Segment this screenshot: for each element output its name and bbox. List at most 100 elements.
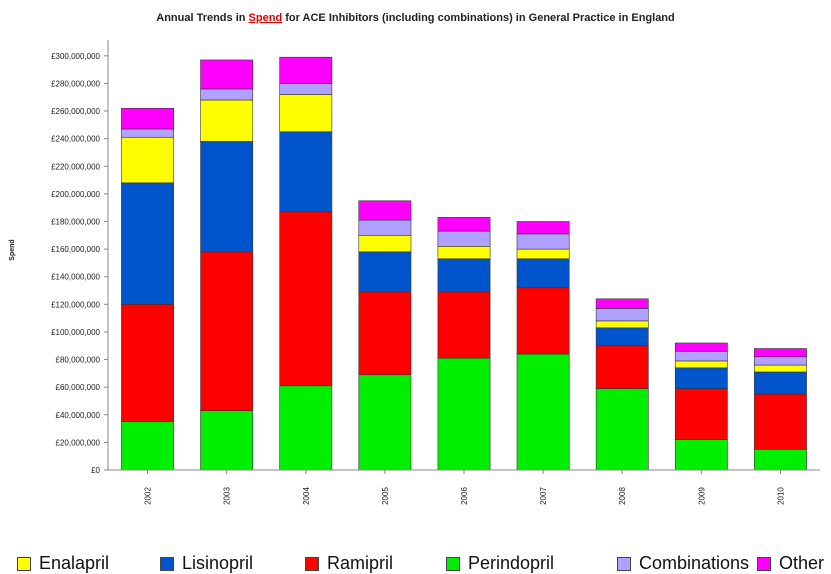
bar-other-2002	[121, 107, 174, 130]
bar-combinations-2008	[595, 308, 649, 322]
bar-other-2007	[516, 221, 570, 235]
bar-enalapril-2003	[200, 99, 254, 142]
bar-enalapril-2005	[358, 234, 412, 253]
bar-lisinopril-2007	[516, 258, 570, 289]
bar-combinations-2002	[121, 128, 174, 138]
bar-perindopril-2002	[121, 421, 174, 471]
y-tick-label: £20,000,000	[56, 438, 101, 447]
legend-swatch	[17, 556, 31, 571]
legend-swatch	[757, 556, 771, 571]
legend-item-combinations: Combinations	[617, 553, 749, 574]
bar-combinations-2003	[200, 88, 254, 101]
bar-lisinopril-2005	[358, 251, 412, 293]
chart-title: Annual Trends in Spend for ACE Inhibitor…	[0, 12, 831, 24]
bar-enalapril-2007	[516, 248, 570, 260]
bar-perindopril-2009	[674, 439, 728, 471]
bar-enalapril-2009	[674, 360, 728, 369]
y-tick-label: £300,000,000	[51, 52, 100, 61]
bar-other-2008	[595, 298, 649, 309]
bar-combinations-2006	[437, 230, 491, 247]
x-tick-label: 2002	[144, 487, 153, 505]
bar-perindopril-2004	[279, 385, 333, 471]
bar-combinations-2010	[754, 356, 807, 366]
bar-enalapril-2006	[437, 246, 491, 260]
y-tick-label: £100,000,000	[51, 328, 100, 337]
bar-ramipril-2008	[595, 345, 649, 389]
bar-ramipril-2005	[358, 291, 412, 376]
legend-label: Perindopril	[468, 553, 555, 573]
legend-label: Lisinopril	[182, 553, 254, 573]
x-tick-label: 2003	[223, 487, 232, 505]
bar-perindopril-2007	[516, 353, 570, 471]
bar-ramipril-2004	[279, 211, 333, 387]
bar-combinations-2007	[516, 233, 570, 250]
bar-combinations-2004	[279, 83, 333, 95]
y-axis-label: Spend	[9, 239, 16, 260]
bar-ramipril-2006	[437, 291, 491, 359]
bar-lisinopril-2003	[200, 141, 254, 253]
y-tick-label: £40,000,000	[56, 411, 101, 420]
chart-title-part-3: for ACE Inhibitors (including combinatio…	[282, 12, 675, 24]
x-tick-label: 2004	[302, 487, 311, 505]
bar-lisinopril-2008	[595, 327, 649, 347]
x-tick-label: 2008	[618, 487, 627, 505]
bar-ramipril-2003	[200, 251, 254, 411]
bar-enalapril-2002	[121, 136, 174, 184]
bar-lisinopril-2010	[754, 371, 807, 395]
x-tick-label: 2007	[539, 487, 548, 505]
x-axis: 2002 2003 2004 2005 2006 2007 2008 2009 2010	[108, 469, 820, 505]
bar-lisinopril-2004	[279, 131, 333, 213]
y-tick-label: £180,000,000	[51, 217, 100, 226]
x-tick-label: 2009	[697, 487, 706, 505]
bar-ramipril-2010	[754, 393, 807, 450]
y-tick-label: £80,000,000	[56, 356, 101, 365]
x-tick-label: 2006	[460, 487, 469, 505]
chart-title-link-spend[interactable]: Spend	[248, 12, 283, 24]
y-tick-label: £260,000,000	[51, 107, 100, 116]
bar-perindopril-2010	[754, 448, 807, 471]
bar-perindopril-2006	[437, 357, 491, 471]
legend-swatch	[446, 556, 460, 571]
bar-lisinopril-2009	[674, 367, 728, 389]
bars	[121, 56, 807, 471]
legend-label: Ramipril	[327, 553, 394, 573]
bar-perindopril-2005	[358, 374, 412, 471]
y-tick-label: £200,000,000	[51, 190, 100, 199]
legend-label: Combinations	[639, 553, 750, 573]
legend-swatch	[617, 556, 631, 571]
y-tick-label: £240,000,000	[51, 135, 100, 144]
legend-swatch	[160, 556, 174, 571]
legend-item-other: Other	[757, 553, 824, 574]
bar-enalapril-2010	[754, 364, 807, 373]
legend-item-lisinopril: Lisinopril	[160, 553, 253, 574]
y-axis: £0 £20,000,000 £40,000,000 £60,000,000 £80,0…	[51, 40, 109, 475]
bar-enalapril-2004	[279, 94, 333, 133]
bar-combinations-2009	[674, 350, 728, 362]
bar-other-2009	[674, 342, 728, 352]
x-tick-label: 2010	[776, 487, 785, 505]
bar-perindopril-2008	[595, 388, 649, 471]
bar-perindopril-2003	[200, 410, 254, 471]
bar-ramipril-2007	[516, 287, 570, 355]
bar-lisinopril-2002	[121, 182, 174, 305]
y-tick-label: £160,000,000	[51, 245, 100, 254]
legend-item-enalapril: Enalapril	[17, 553, 109, 574]
bar-ramipril-2009	[674, 388, 728, 440]
legend-item-ramipril: Ramipril	[305, 553, 393, 574]
legend-item-perindopril: Perindopril	[446, 553, 554, 574]
bar-other-2010	[754, 348, 807, 358]
legend: Enalapril Lisinopril Ramipril Perindopril Co…	[0, 553, 831, 573]
y-tick-label: £0	[91, 466, 100, 475]
bar-combinations-2005	[358, 219, 412, 236]
legend-label: Enalapril	[39, 553, 110, 573]
bar-other-2004	[279, 56, 333, 84]
bar-enalapril-2008	[595, 320, 649, 329]
bar-lisinopril-2006	[437, 258, 491, 293]
y-tick-label: £140,000,000	[51, 273, 100, 282]
y-tick-label: £280,000,000	[51, 79, 100, 88]
legend-swatch	[305, 556, 319, 571]
y-tick-label: £60,000,000	[56, 383, 101, 392]
bar-other-2005	[358, 200, 412, 221]
bar-other-2006	[437, 217, 491, 232]
